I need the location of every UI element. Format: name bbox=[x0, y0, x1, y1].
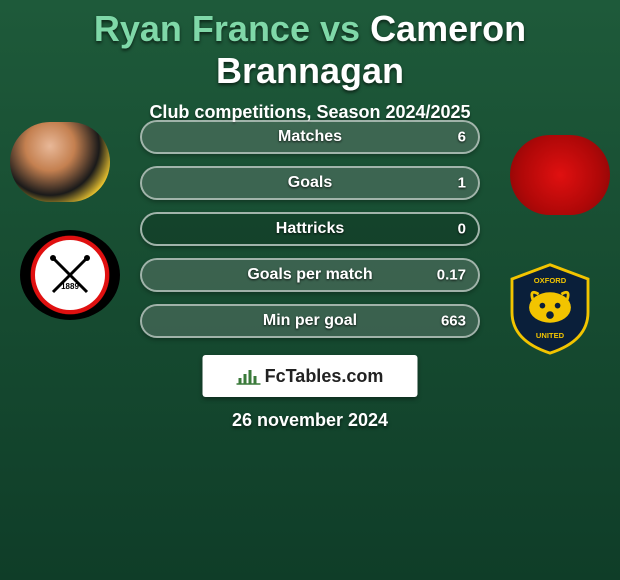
player2-photo bbox=[510, 135, 610, 215]
stat-value-right: 1 bbox=[458, 175, 466, 192]
vs-text: vs bbox=[320, 8, 360, 49]
stat-label: Goals bbox=[288, 174, 332, 192]
stat-row: Matches 6 bbox=[140, 120, 480, 154]
stat-row: Goals 1 bbox=[140, 166, 480, 200]
svg-text:1889: 1889 bbox=[61, 282, 79, 291]
stat-label: Hattricks bbox=[276, 220, 344, 238]
svg-text:UNITED: UNITED bbox=[536, 331, 565, 340]
site-logo-text: FcTables.com bbox=[265, 366, 384, 387]
stat-value-right: 663 bbox=[441, 313, 466, 330]
stat-row: Min per goal 663 bbox=[140, 304, 480, 338]
date-text: 26 november 2024 bbox=[232, 410, 388, 431]
stat-value-right: 6 bbox=[458, 129, 466, 146]
svg-text:OXFORD: OXFORD bbox=[534, 276, 567, 285]
stat-value-right: 0.17 bbox=[437, 267, 466, 284]
player1-name: Ryan France bbox=[94, 8, 310, 49]
stat-label: Min per goal bbox=[263, 312, 357, 330]
team1-badge: 1889 bbox=[20, 230, 120, 320]
page-title: Ryan France vs Cameron Brannagan bbox=[0, 0, 620, 92]
stat-label: Goals per match bbox=[247, 266, 372, 284]
player1-photo bbox=[10, 122, 110, 202]
site-logo: FcTables.com bbox=[203, 355, 418, 397]
team1-badge-icon: 1889 bbox=[45, 250, 95, 300]
stat-label: Matches bbox=[278, 128, 342, 146]
stats-panel: Matches 6 Goals 1 Hattricks 0 Goals per match 0… bbox=[140, 120, 480, 350]
stat-row: Goals per match 0.17 bbox=[140, 258, 480, 292]
stat-row: Hattricks 0 bbox=[140, 212, 480, 246]
stat-value-right: 0 bbox=[458, 221, 466, 238]
chart-bars-icon bbox=[237, 366, 261, 386]
team2-badge: OXFORD UNITED bbox=[500, 260, 600, 355]
